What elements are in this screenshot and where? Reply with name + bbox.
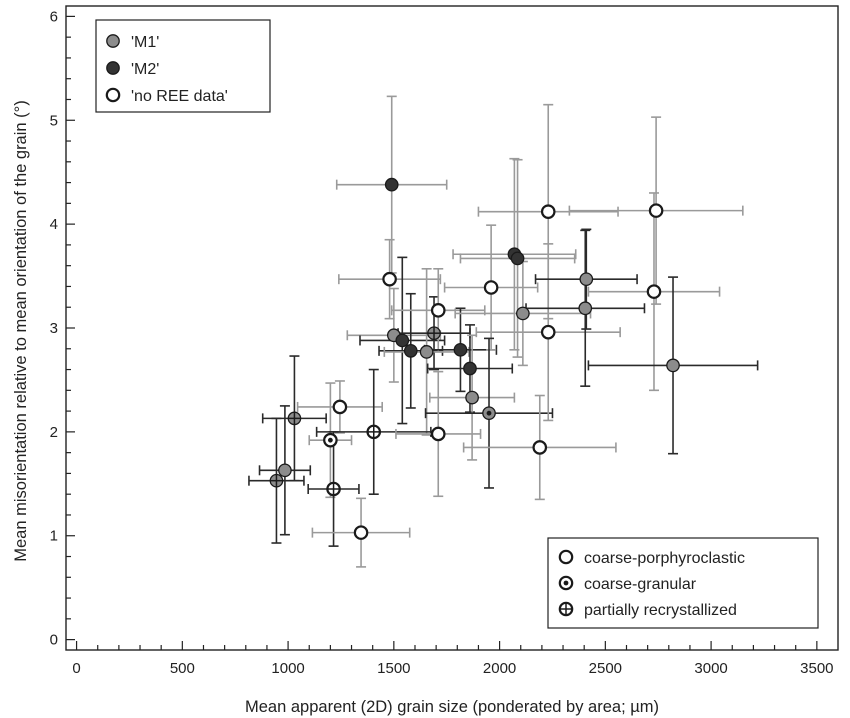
y-tick-label: 5 <box>50 112 58 129</box>
data-markers <box>269 177 680 540</box>
marker-circle <box>646 284 662 299</box>
marker-circle <box>648 203 664 218</box>
x-tick-label: 2000 <box>483 660 516 677</box>
marker-circle <box>483 280 499 295</box>
data-point <box>332 399 348 415</box>
data-point <box>482 406 496 421</box>
data-point <box>430 426 446 442</box>
legend-fill-type: 'M1' 'M2' 'no REE data' <box>95 19 271 113</box>
marker-circle <box>540 324 556 340</box>
data-point <box>483 280 499 295</box>
y-tick-label: 6 <box>50 8 58 25</box>
marker-circle <box>532 440 548 455</box>
data-point <box>419 345 434 359</box>
axis-ticks: 0 500 1000 1500 2000 2500 3000 3500 0 1 2 3 4 5 6 <box>50 8 834 677</box>
marker-circle <box>666 358 680 373</box>
marker-circle <box>106 61 120 75</box>
legend-texture-marker <box>558 575 574 591</box>
legend-fill-marker <box>106 34 120 48</box>
marker-circle <box>353 525 369 540</box>
data-point <box>648 203 664 218</box>
y-tick-label: 1 <box>50 528 58 545</box>
legend-texture-label: coarse-porphyroclastic <box>584 550 745 567</box>
x-tick-label: 3500 <box>800 660 833 677</box>
marker-circle <box>278 463 292 478</box>
legend-fill-label: 'no REE data' <box>131 88 228 105</box>
marker-circle <box>578 301 593 316</box>
x-tick-label: 0 <box>72 660 80 677</box>
data-point <box>430 303 446 318</box>
y-tick-label: 0 <box>50 632 58 649</box>
legend-fill-marker <box>105 87 121 103</box>
marker-circle <box>106 34 120 48</box>
y-tick-label: 4 <box>50 216 58 233</box>
legend-texture-box <box>547 537 819 629</box>
marker-circle <box>516 306 530 321</box>
data-point <box>579 272 594 287</box>
data-point <box>453 342 468 357</box>
data-point <box>578 301 593 316</box>
marker-circle <box>453 342 468 357</box>
y-tick-label: 2 <box>50 424 58 441</box>
marker-circle <box>510 251 525 266</box>
marker-circle <box>395 333 410 348</box>
data-point <box>395 333 410 348</box>
data-point <box>403 344 418 358</box>
legend-fill-label: 'M2' <box>131 61 159 78</box>
y-axis-label: Mean misorientation relative to mean ori… <box>12 100 30 562</box>
data-point <box>287 411 302 426</box>
data-point <box>510 251 525 266</box>
x-tick-label: 2500 <box>589 660 622 677</box>
data-point <box>516 306 530 321</box>
data-point <box>427 326 441 341</box>
data-point <box>465 390 479 405</box>
x-tick-label: 500 <box>170 660 195 677</box>
data-point <box>666 358 680 373</box>
legend-fill-marker <box>106 61 120 75</box>
x-tick-label: 1000 <box>271 660 304 677</box>
marker-circle <box>105 87 121 103</box>
legend-texture-marker <box>558 549 574 565</box>
marker-circle <box>403 344 418 358</box>
marker-circle <box>430 426 446 442</box>
marker-circle <box>419 345 434 359</box>
marker-circle <box>384 177 399 192</box>
data-point <box>532 440 548 455</box>
marker-circle <box>463 361 477 376</box>
data-point <box>540 324 556 340</box>
marker-circle <box>558 549 574 565</box>
data-point <box>366 424 382 440</box>
legend-fill-label: 'M1' <box>131 34 159 51</box>
data-point <box>384 177 399 192</box>
marker-circle <box>332 399 348 415</box>
data-point <box>540 204 556 219</box>
data-point <box>353 525 369 540</box>
data-point <box>463 361 477 376</box>
data-point <box>382 271 397 287</box>
legend-fill-box <box>95 19 271 113</box>
data-point <box>326 481 341 497</box>
marker-center-dot <box>486 410 492 416</box>
legend-texture-label: partially recrystallized <box>584 602 737 619</box>
data-point <box>269 473 284 488</box>
marker-circle <box>579 272 594 287</box>
data-point <box>323 432 338 448</box>
x-tick-label: 1500 <box>377 660 410 677</box>
marker-circle <box>465 390 479 405</box>
data-point <box>278 463 292 478</box>
data-point <box>646 284 662 299</box>
legend-texture-marker <box>558 601 574 617</box>
x-tick-label: 3000 <box>694 660 727 677</box>
marker-center-dot <box>327 437 333 443</box>
legend-texture-label: coarse-granular <box>584 576 697 593</box>
x-axis-label: Mean apparent (2D) grain size (ponderate… <box>245 698 659 716</box>
legend-texture: coarse-porphyroclastic coarse-granular par… <box>547 537 819 629</box>
marker-circle <box>430 303 446 318</box>
marker-center-dot <box>563 580 569 586</box>
marker-circle <box>382 271 397 287</box>
marker-circle <box>540 204 556 219</box>
y-tick-label: 3 <box>50 320 58 337</box>
